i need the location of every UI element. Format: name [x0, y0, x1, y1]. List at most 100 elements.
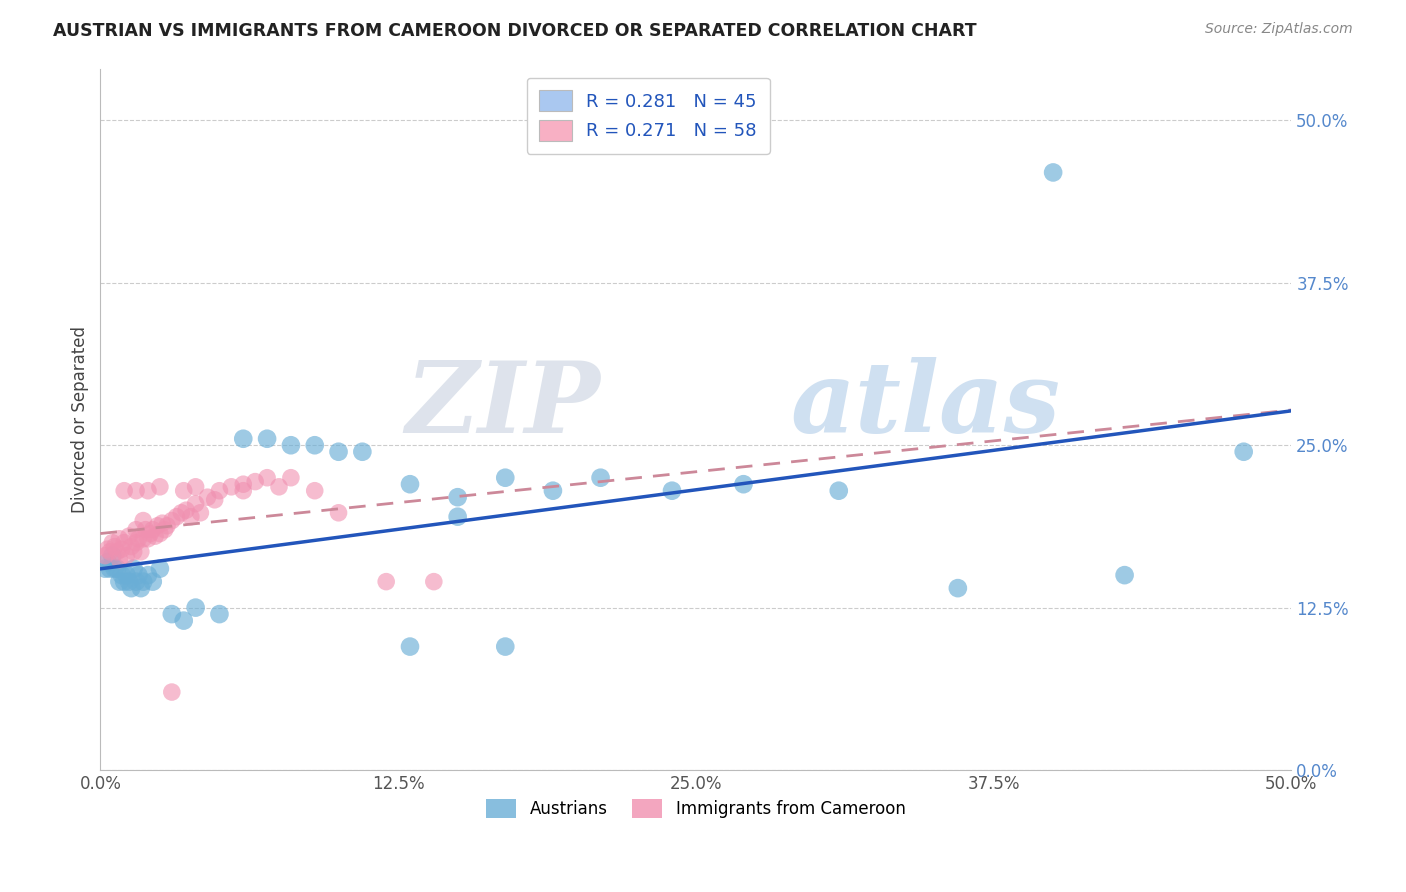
Point	[101, 549, 124, 563]
Point	[946, 581, 969, 595]
Point	[112, 483, 135, 498]
Point	[104, 561, 127, 575]
Point	[173, 614, 195, 628]
Point	[174, 503, 197, 517]
Point	[190, 506, 212, 520]
Point	[98, 561, 121, 575]
Point	[184, 497, 207, 511]
Point	[280, 471, 302, 485]
Point	[280, 438, 302, 452]
Point	[153, 523, 176, 537]
Point	[256, 432, 278, 446]
Point	[111, 542, 134, 557]
Point	[125, 483, 148, 498]
Point	[108, 574, 131, 589]
Point	[135, 523, 157, 537]
Point	[304, 438, 326, 452]
Point	[184, 480, 207, 494]
Point	[204, 492, 226, 507]
Point	[115, 549, 138, 563]
Point	[142, 574, 165, 589]
Point	[304, 483, 326, 498]
Point	[139, 526, 162, 541]
Point	[243, 475, 266, 489]
Point	[136, 532, 159, 546]
Point	[446, 509, 468, 524]
Point	[96, 542, 118, 557]
Point	[127, 532, 149, 546]
Text: AUSTRIAN VS IMMIGRANTS FROM CAMEROON DIVORCED OR SEPARATED CORRELATION CHART: AUSTRIAN VS IMMIGRANTS FROM CAMEROON DIV…	[53, 22, 977, 40]
Point	[118, 574, 141, 589]
Point	[160, 607, 183, 621]
Point	[125, 574, 148, 589]
Point	[173, 483, 195, 498]
Point	[105, 561, 128, 575]
Point	[94, 549, 117, 563]
Point	[170, 506, 193, 520]
Point	[166, 509, 188, 524]
Point	[160, 514, 183, 528]
Point	[208, 483, 231, 498]
Point	[122, 561, 145, 575]
Point	[94, 561, 117, 575]
Point	[589, 471, 612, 485]
Point	[156, 518, 179, 533]
Text: ZIP: ZIP	[405, 357, 600, 453]
Point	[221, 480, 243, 494]
Point	[1114, 568, 1136, 582]
Point	[733, 477, 755, 491]
Point	[232, 432, 254, 446]
Point	[149, 526, 172, 541]
Point	[127, 568, 149, 582]
Y-axis label: Divorced or Separated: Divorced or Separated	[72, 326, 89, 513]
Point	[197, 490, 219, 504]
Point	[149, 561, 172, 575]
Point	[1233, 444, 1256, 458]
Point	[232, 477, 254, 491]
Point	[136, 568, 159, 582]
Point	[208, 607, 231, 621]
Point	[98, 545, 121, 559]
Point	[828, 483, 851, 498]
Point	[115, 568, 138, 582]
Point	[399, 477, 422, 491]
Point	[122, 545, 145, 559]
Point	[267, 480, 290, 494]
Point	[118, 529, 141, 543]
Point	[112, 535, 135, 549]
Point	[129, 581, 152, 595]
Legend: Austrians, Immigrants from Cameroon: Austrians, Immigrants from Cameroon	[479, 792, 912, 825]
Point	[328, 444, 350, 458]
Point	[184, 600, 207, 615]
Point	[136, 483, 159, 498]
Point	[108, 552, 131, 566]
Point	[125, 523, 148, 537]
Point	[232, 483, 254, 498]
Point	[132, 574, 155, 589]
Point	[494, 640, 516, 654]
Point	[120, 540, 142, 554]
Point	[149, 480, 172, 494]
Point	[104, 540, 127, 554]
Point	[661, 483, 683, 498]
Point	[146, 518, 169, 533]
Point	[541, 483, 564, 498]
Point	[375, 574, 398, 589]
Point	[423, 574, 446, 589]
Point	[105, 545, 128, 559]
Point	[328, 506, 350, 520]
Point	[120, 581, 142, 595]
Text: Source: ZipAtlas.com: Source: ZipAtlas.com	[1205, 22, 1353, 37]
Point	[1042, 165, 1064, 179]
Point	[112, 574, 135, 589]
Point	[129, 545, 152, 559]
Point	[132, 514, 155, 528]
Point	[180, 509, 202, 524]
Point	[399, 640, 422, 654]
Point	[125, 535, 148, 549]
Point	[96, 555, 118, 569]
Point	[352, 444, 374, 458]
Point	[108, 532, 131, 546]
Point	[256, 471, 278, 485]
Point	[446, 490, 468, 504]
